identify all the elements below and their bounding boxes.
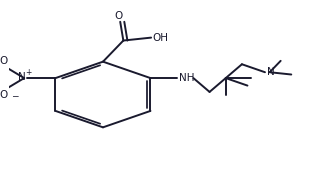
Text: −: − — [11, 91, 18, 100]
Text: OH: OH — [153, 33, 169, 43]
Text: N: N — [266, 67, 274, 77]
Text: O: O — [0, 90, 8, 100]
Text: O: O — [115, 11, 123, 21]
Text: N: N — [18, 72, 26, 82]
Text: NH: NH — [179, 73, 194, 83]
Text: +: + — [25, 68, 31, 77]
Text: O: O — [0, 56, 8, 66]
